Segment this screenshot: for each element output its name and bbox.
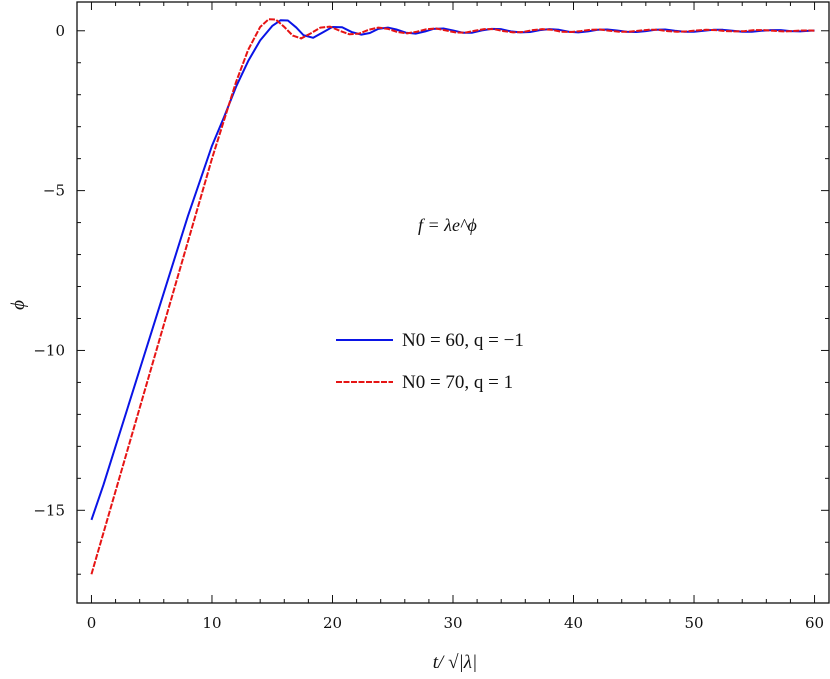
x-tick-label: 40 (564, 614, 583, 632)
x-axis-label: t/ √|λ| (433, 652, 477, 673)
x-tick-label: 0 (87, 614, 97, 632)
plot-frame (76, 1, 830, 604)
series-layer (90, 18, 815, 575)
legend-label-series-1: N0 = 70, q = 1 (402, 372, 513, 393)
series-line-1 (90, 18, 815, 575)
y-axis-label: ϕ (8, 300, 29, 310)
x-tick-label: 50 (684, 614, 703, 632)
formula-annotation: f = λe^ϕ (418, 215, 477, 235)
x-tick-label: 30 (443, 614, 462, 632)
legend-label-series-0: N0 = 60, q = −1 (402, 330, 524, 351)
y-tick-label: −5 (43, 182, 65, 200)
tick-marks (77, 2, 829, 603)
y-tick-label: 0 (55, 22, 65, 40)
x-tick-label: 20 (323, 614, 342, 632)
y-tick-label: −10 (33, 341, 65, 359)
x-tick-label: 60 (805, 614, 824, 632)
legend: N0 = 60, q = −1 N0 = 70, q = 1 (336, 330, 524, 393)
tick-labels: 0 10 20 30 40 50 60 0 −5 −10 −15 (33, 22, 824, 632)
series-line-0 (90, 19, 815, 521)
x-tick-label: 10 (202, 614, 221, 632)
y-tick-label: −15 (33, 501, 65, 519)
